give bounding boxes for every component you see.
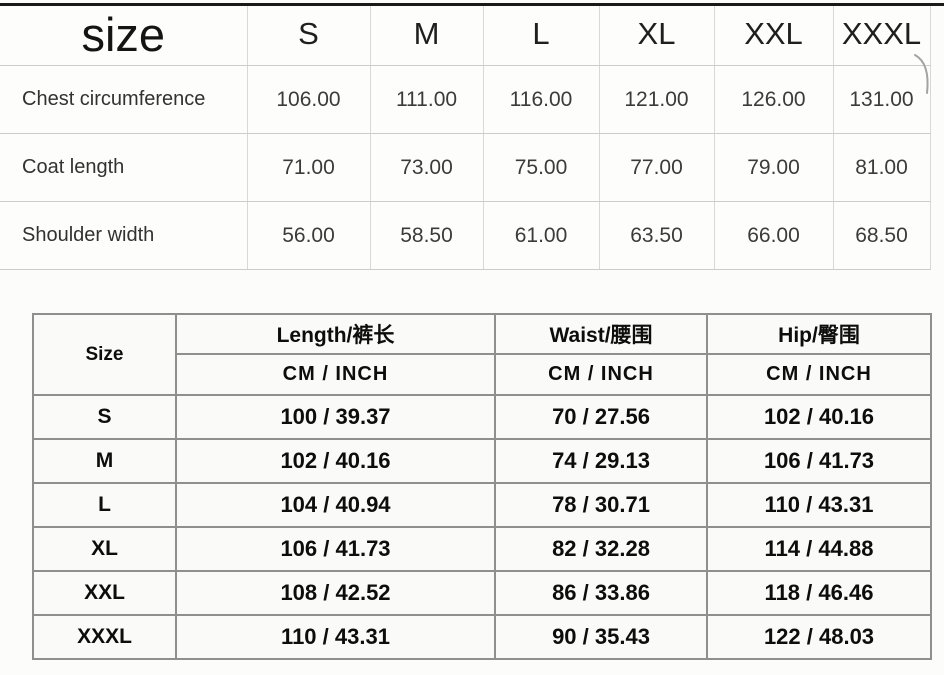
waist-cell: 86 / 33.86 [494, 570, 708, 616]
cell-value: 75.00 [483, 133, 600, 202]
table-row-m: M 102 / 40.16 74 / 29.13 106 / 41.73 [32, 438, 932, 484]
hip-cell: 114 / 44.88 [706, 526, 932, 572]
size-cell: M [32, 438, 177, 484]
size-cell: XXL [32, 570, 177, 616]
hip-cell: 110 / 43.31 [706, 482, 932, 528]
length-cell: 104 / 40.94 [175, 482, 496, 528]
length-cell: 106 / 41.73 [175, 526, 496, 572]
size-table-title: size [0, 3, 248, 66]
table-row-xxl: XXL 108 / 42.52 86 / 33.86 118 / 46.46 [32, 570, 932, 616]
pants-table-group-header-row: Size Length/裤长 Waist/腰围 Hip/臀围 [32, 313, 932, 396]
waist-cell: 70 / 27.56 [494, 394, 708, 440]
garment-table-header-row: size S M L XL XXL XXXL [0, 3, 931, 66]
row-label-chest: Chest circumference [0, 65, 248, 134]
cell-value: 79.00 [714, 133, 834, 202]
length-cell: 110 / 43.31 [175, 614, 496, 660]
row-label-shoulder-width: Shoulder width [0, 201, 248, 270]
size-cell: XL [32, 526, 177, 572]
cell-value: 77.00 [599, 133, 715, 202]
length-cell: 108 / 42.52 [175, 570, 496, 616]
waist-cell: 82 / 32.28 [494, 526, 708, 572]
cell-value: 81.00 [833, 133, 931, 202]
cell-value: 66.00 [714, 201, 834, 270]
garment-size-table: size S M L XL XXL XXXL Chest circumferen… [0, 3, 931, 270]
table-row-shoulder-width: Shoulder width 56.00 58.50 61.00 63.50 6… [0, 201, 931, 270]
cell-value: 68.50 [833, 201, 931, 270]
cell-value: 106.00 [247, 65, 371, 134]
cell-value: 61.00 [483, 201, 600, 270]
size-cell: XXXL [32, 614, 177, 660]
cell-value: 126.00 [714, 65, 834, 134]
cell-value: 71.00 [247, 133, 371, 202]
size-cell: S [32, 394, 177, 440]
col-header-l: L [483, 3, 600, 66]
hip-cell: 106 / 41.73 [706, 438, 932, 484]
pants-table-unit-header-row: CM / INCH CM / INCH CM / INCH [33, 353, 932, 396]
table-row-chest: Chest circumference 106.00 111.00 116.00… [0, 65, 931, 134]
table-row-xxxl: XXXL 110 / 43.31 90 / 35.43 122 / 48.03 [32, 614, 932, 660]
hip-cell: 122 / 48.03 [706, 614, 932, 660]
pants-size-table: Size Length/裤长 Waist/腰围 Hip/臀围 CM / INCH… [32, 313, 932, 660]
waist-cell: 78 / 30.71 [494, 482, 708, 528]
cell-value: 73.00 [370, 133, 484, 202]
size-cell: L [32, 482, 177, 528]
col-header-s: S [247, 3, 371, 66]
table-row-xl: XL 106 / 41.73 82 / 32.28 114 / 44.88 [32, 526, 932, 572]
group-header-waist: Waist/腰围 [494, 313, 708, 355]
col-header-xl: XL [599, 3, 715, 66]
waist-cell: 74 / 29.13 [494, 438, 708, 484]
top-divider-rule [0, 3, 944, 6]
waist-cell: 90 / 35.43 [494, 614, 708, 660]
table-row-s: S 100 / 39.37 70 / 27.56 102 / 40.16 [32, 394, 932, 440]
size-column-header: Size [32, 313, 177, 396]
group-header-hip: Hip/臀围 [706, 313, 932, 355]
hip-cell: 102 / 40.16 [706, 394, 932, 440]
table-row-l: L 104 / 40.94 78 / 30.71 110 / 43.31 [32, 482, 932, 528]
row-label-coat-length: Coat length [0, 133, 248, 202]
unit-header-waist: CM / INCH [494, 353, 708, 396]
col-header-xxxl: XXXL [833, 3, 931, 66]
table-row-coat-length: Coat length 71.00 73.00 75.00 77.00 79.0… [0, 133, 931, 202]
cell-value: 56.00 [247, 201, 371, 270]
cell-value: 111.00 [370, 65, 484, 134]
group-header-length: Length/裤长 [175, 313, 496, 355]
length-cell: 102 / 40.16 [175, 438, 496, 484]
cell-value: 58.50 [370, 201, 484, 270]
hip-cell: 118 / 46.46 [706, 570, 932, 616]
cell-value: 116.00 [483, 65, 600, 134]
col-header-m: M [370, 3, 484, 66]
length-cell: 100 / 39.37 [175, 394, 496, 440]
col-header-xxl: XXL [714, 3, 834, 66]
corner-stroke-mark [914, 54, 929, 94]
cell-value: 121.00 [599, 65, 715, 134]
cell-value: 131.00 [833, 65, 931, 134]
unit-header-length: CM / INCH [175, 353, 496, 396]
cell-value: 63.50 [599, 201, 715, 270]
unit-header-hip: CM / INCH [706, 353, 932, 396]
